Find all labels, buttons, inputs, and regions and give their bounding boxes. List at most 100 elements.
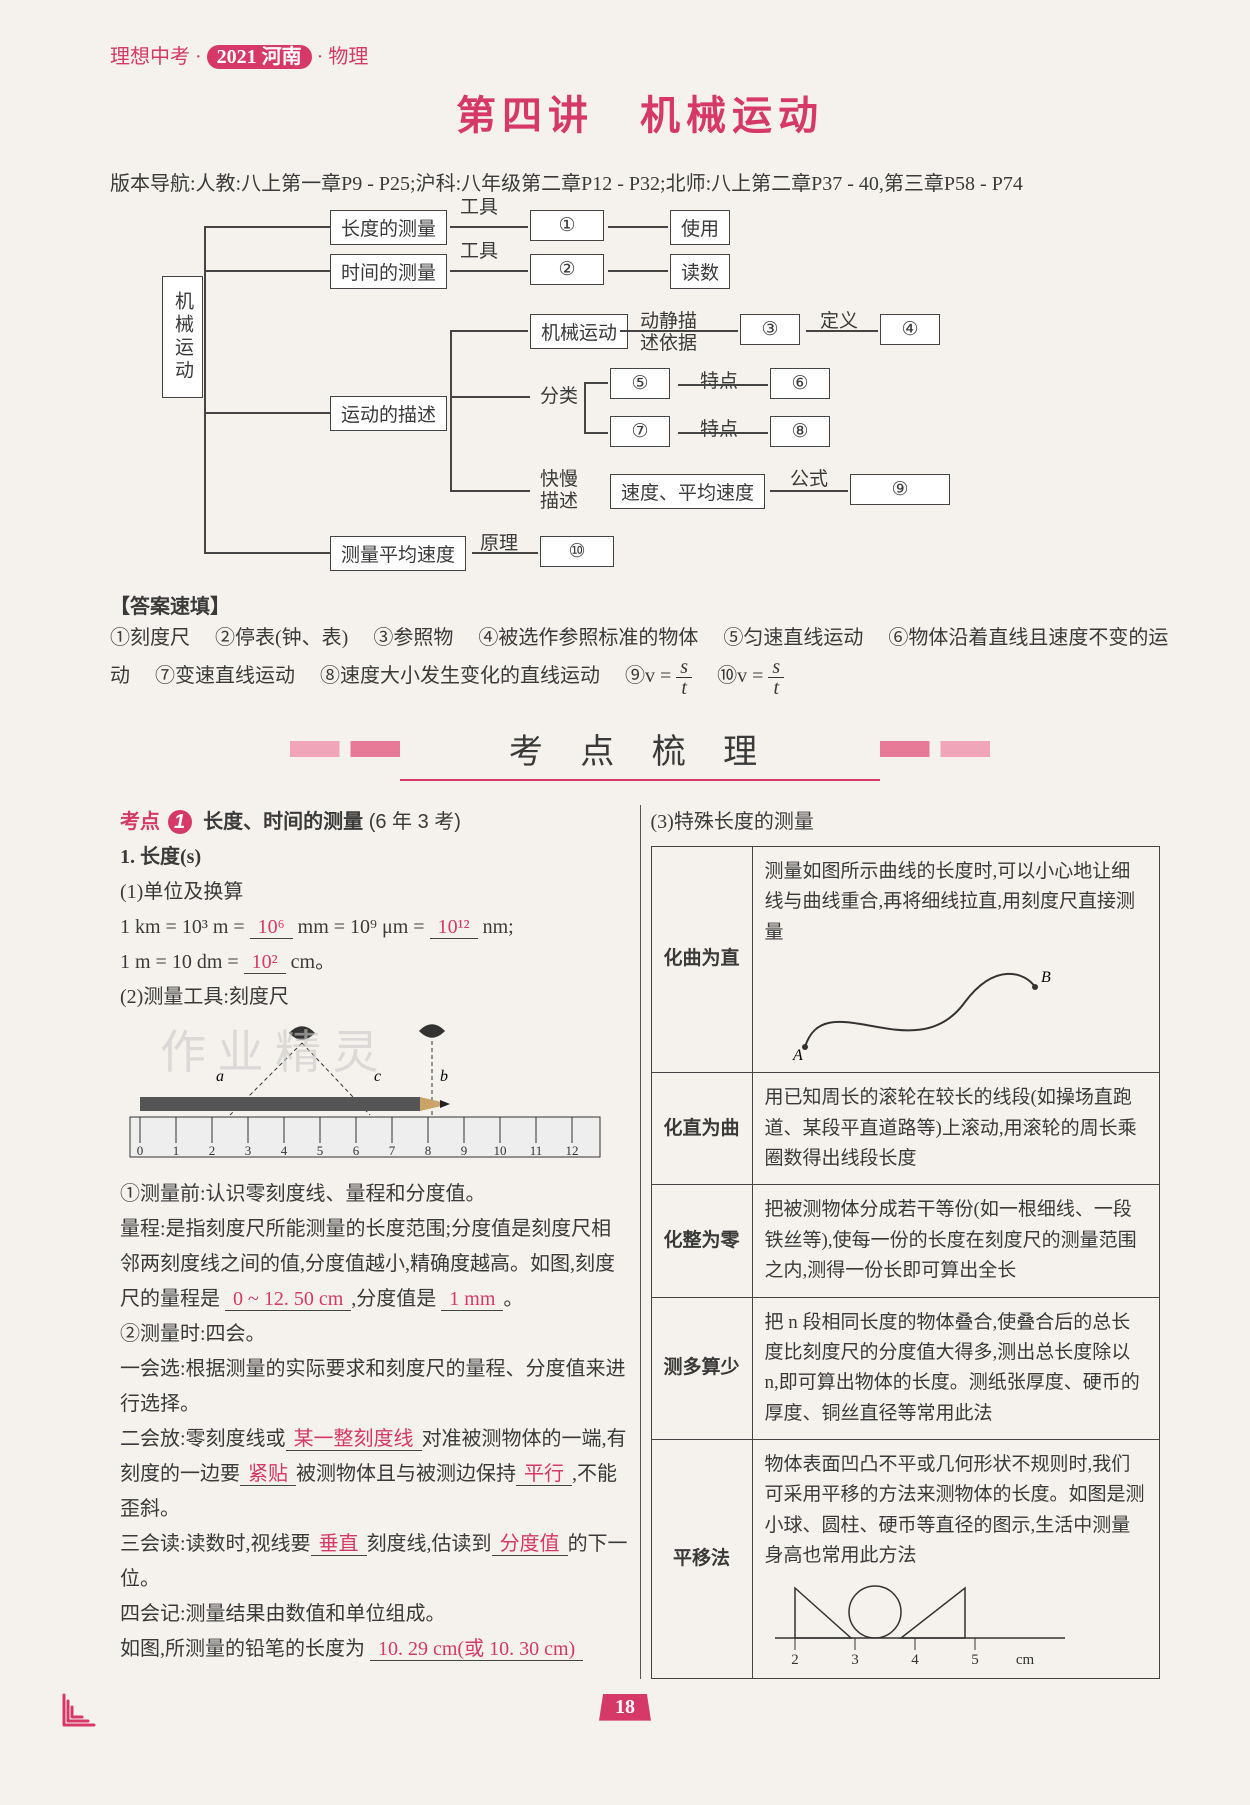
subject: 物理 [328, 46, 368, 68]
kd-label: 考点 [120, 811, 160, 833]
ans-5: ⑤匀速直线运动 [723, 627, 863, 649]
svg-text:1: 1 [173, 1143, 180, 1158]
method-desc-1: 用已知周长的滚轮在较长的线段(如操场直跑道、某段平直道路等)上滚动,用滚轮的周长… [752, 1073, 1159, 1185]
unit-line-1: 1 km = 10³ m = 10⁶ mm = 10⁹ μm = 10¹² nm… [120, 910, 630, 945]
meas5: 二会放:零刻度线或某一整刻度线对准被测物体的一端,有刻度的一边要紧贴被测物体且与… [120, 1422, 630, 1527]
svg-text:12: 12 [566, 1143, 579, 1158]
blank-4: 0 ~ 12. 50 cm [225, 1288, 351, 1311]
right-intro: (3)特殊长度的测量 [651, 805, 1161, 840]
method-name-3: 测多算少 [651, 1297, 752, 1440]
blank-3: 10² [244, 951, 286, 974]
version-nav: 版本导航:人教:八上第一章P9 - P25;沪科:八年级第二章P12 - P32… [110, 167, 1170, 196]
chapter-title: 第四讲 机械运动 [110, 83, 1170, 141]
blank-1: 10⁶ [250, 916, 293, 939]
tick-unit: cm [1015, 1652, 1034, 1668]
node-motion: 机械运动 [530, 314, 628, 349]
node-avg: 测量平均速度 [330, 536, 466, 571]
kd-title: 长度、时间的测量 [203, 811, 363, 833]
node-length: 长度的测量 [330, 210, 447, 245]
table-row: 平移法 物体表面凹凸不平或几何形状不规则时,我们可采用平移的方法来测物体的长度。… [651, 1440, 1160, 1679]
p2: (2)测量工具:刻度尺 [120, 980, 630, 1015]
unit-line-2: 1 m = 10 dm = 10² cm。 [120, 945, 630, 980]
meas7: 四会记:测量结果由数值和单位组成。 [120, 1597, 630, 1632]
page-number: 18 [599, 1694, 651, 1721]
node-desc: 运动的描述 [330, 396, 447, 431]
lbl-syj: 述依据 [640, 328, 697, 355]
blank-2: 10¹² [430, 916, 478, 939]
ans-8: ⑧速度大小发生变化的直线运动 [320, 665, 600, 687]
svg-text:b: b [440, 1068, 448, 1085]
lbl-td2: 特点 [700, 414, 738, 441]
kd-num: 1 [168, 810, 192, 834]
blank-5: 1 mm [441, 1288, 503, 1311]
box-2: ② [530, 254, 604, 285]
kd-note: (6 年 3 考) [369, 811, 461, 833]
right-column: (3)特殊长度的测量 化曲为直 测量如图所示曲线的长度时,可以小心地让细线与曲线… [641, 805, 1171, 1679]
ans-4: ④被选作参照标准的物体 [478, 627, 698, 649]
box-8: ⑧ [770, 416, 830, 447]
ans-9-pre: ⑨v = [625, 665, 676, 687]
header: 理想中考 · 2021 河南 · 物理 [110, 40, 1170, 69]
series: 理想中考 [110, 46, 190, 68]
answers-heading: 【答案速填】 [110, 590, 1170, 619]
table-row: 化整为零 把被测物体分成若干等份(如一根细线、一段铁丝等),使每一份的长度在刻度… [651, 1185, 1160, 1297]
box-3: ③ [740, 314, 800, 345]
tick-4: 4 [911, 1652, 919, 1668]
svg-text:a: a [216, 1068, 224, 1085]
ans-3: ③参照物 [373, 627, 453, 649]
box-5: ⑤ [610, 368, 670, 399]
box-9: ⑨ [850, 474, 950, 505]
svg-text:2: 2 [209, 1143, 216, 1158]
method-desc-3: 把 n 段相同长度的物体叠合,使叠合后的总长度比刻度尺的分度值大得多,测出总长度… [752, 1297, 1159, 1440]
lbl-dy: 定义 [820, 306, 858, 333]
svg-text:3: 3 [245, 1143, 252, 1158]
method-desc-0: 测量如图所示曲线的长度时,可以小心地让细线与曲线重合,再将细线拉直,用刻度尺直接… [752, 847, 1159, 1073]
node-speed: 速度、平均速度 [610, 474, 765, 509]
svg-text:9: 9 [461, 1143, 468, 1158]
root-box: 机械运动 [162, 276, 203, 398]
box-6: ⑥ [770, 368, 830, 399]
answers-block: ①刻度尺 ②停表(钟、表) ③参照物 ④被选作参照标准的物体 ⑤匀速直线运动 ⑥… [110, 619, 1170, 698]
blank-7: 紧贴 [240, 1463, 296, 1486]
lbl-gs: 公式 [790, 464, 828, 491]
method-name-4: 平移法 [651, 1440, 752, 1679]
lbl-yl: 原理 [480, 528, 518, 555]
meas4: 一会选:根据测量的实际要求和刻度尺的量程、分度值来进行选择。 [120, 1352, 630, 1422]
box-read: 读数 [670, 254, 730, 289]
meas6: 三会读:读数时,视线要垂直刻度线,估读到分度值的下一位。 [120, 1527, 630, 1597]
table-row: 化直为曲 用已知周长的滚轮在较长的线段(如操场直跑道、某段平直道路等)上滚动,用… [651, 1073, 1160, 1185]
svg-text:0: 0 [137, 1143, 144, 1158]
curve-b: B [1041, 969, 1051, 986]
meas2: 量程:是指刻度尺所能测量的长度范围;分度值是刻度尺相邻两刻度线之间的值,分度值越… [120, 1212, 630, 1317]
table-row: 化曲为直 测量如图所示曲线的长度时,可以小心地让细线与曲线重合,再将细线拉直,用… [651, 847, 1160, 1073]
svg-text:11: 11 [530, 1143, 543, 1158]
year-loc: 2021 河南 [207, 45, 312, 69]
ans-1: ①刻度尺 [110, 627, 190, 649]
ans-2: ②停表(钟、表) [215, 627, 348, 649]
method-name-0: 化曲为直 [651, 847, 752, 1073]
svg-text:8: 8 [425, 1143, 432, 1158]
box-1: ① [530, 210, 604, 241]
ans-10-pre: ⑩v = [717, 665, 768, 687]
svg-text:5: 5 [317, 1143, 324, 1158]
tick-3: 3 [851, 1652, 859, 1668]
svg-text:c: c [374, 1068, 381, 1085]
blank-6: 某一整刻度线 [286, 1428, 422, 1451]
lbl-ms: 描述 [540, 486, 578, 513]
method-desc-4: 物体表面凹凸不平或几何形状不规则时,我们可采用平移的方法来测物体的长度。如图是测… [752, 1440, 1159, 1679]
box-use: 使用 [670, 210, 730, 245]
blank-9: 垂直 [311, 1533, 367, 1556]
ruler-illustration: 作 业 精 灵 a c b [120, 1023, 630, 1173]
concept-map: 机械运动 长度的测量 时间的测量 运动的描述 测量平均速度 工具 ① 使用 工具… [110, 206, 1170, 576]
lbl-tool2: 工具 [460, 236, 498, 263]
blank-8: 平行 [516, 1463, 572, 1486]
svg-text:7: 7 [389, 1143, 396, 1158]
p1: (1)单位及换算 [120, 875, 630, 910]
meas1: ①测量前:认识零刻度线、量程和分度值。 [120, 1177, 630, 1212]
meas8: 如图,所测量的铅笔的长度为 10. 29 cm(或 10. 30 cm) [120, 1632, 630, 1667]
method-name-2: 化整为零 [651, 1185, 752, 1297]
left-column: 考点 1 长度、时间的测量 (6 年 3 考) 1. 长度(s) (1)单位及换… [110, 805, 641, 1679]
meas3: ②测量时:四会。 [120, 1317, 630, 1352]
methods-table: 化曲为直 测量如图所示曲线的长度时,可以小心地让细线与曲线重合,再将细线拉直,用… [651, 846, 1161, 1679]
blank-10: 分度值 [492, 1533, 568, 1556]
